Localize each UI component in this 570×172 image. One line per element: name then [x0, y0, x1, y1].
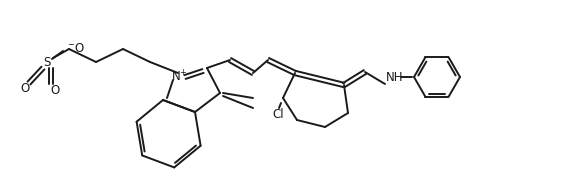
Text: S: S [43, 56, 51, 68]
Text: O: O [21, 82, 30, 94]
Text: N$^{+}$: N$^{+}$ [170, 69, 188, 85]
Text: NH: NH [386, 71, 404, 83]
Text: O: O [50, 83, 60, 96]
Text: Cl: Cl [272, 108, 284, 121]
Text: $^{-}$O: $^{-}$O [67, 41, 85, 55]
